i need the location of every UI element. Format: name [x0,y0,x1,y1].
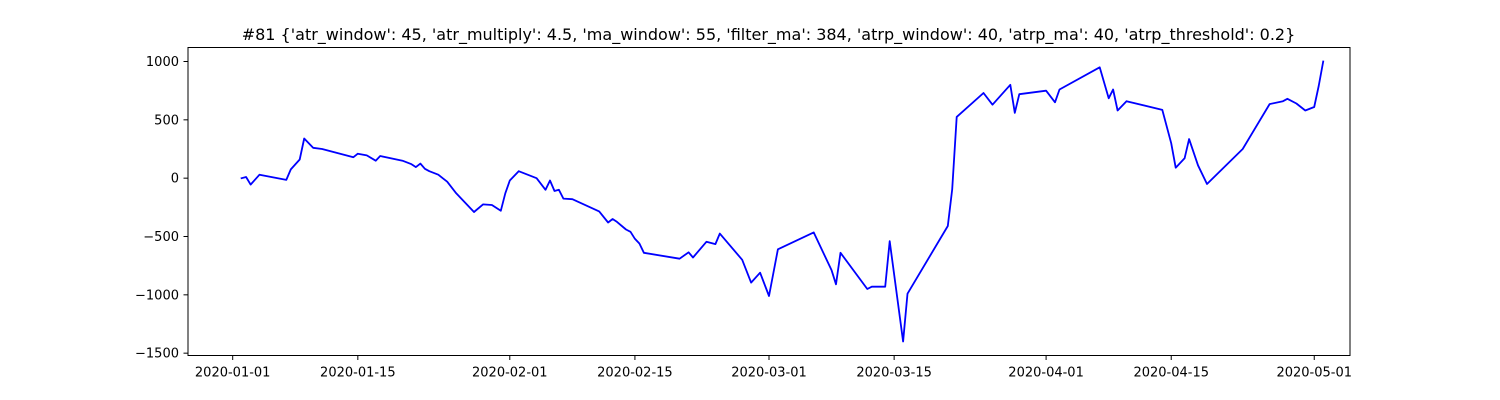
y-tick-label: 500 [154,113,179,128]
y-tick-label: −1500 [135,347,179,362]
y-tick-label: −500 [143,230,179,245]
x-tick-label: 2020-01-15 [320,366,396,381]
plot-frame [187,47,1351,356]
y-tick-label: 1000 [146,55,179,70]
x-tick-label: 2020-04-15 [1133,366,1209,381]
series-line [240,60,1325,343]
x-tick-label: 2020-02-15 [597,366,673,381]
y-tick-label: 0 [171,172,179,187]
x-tick-label: 2020-03-15 [856,366,932,381]
x-tick-label: 2020-02-01 [472,366,548,381]
x-tick-label: 2020-04-01 [1008,366,1084,381]
x-tick-label: 2020-03-01 [731,366,807,381]
axis-ticks: 2020-01-01 2020-01-15 2020-02-01 2020-02-15… [135,55,1352,381]
chart-title: #81 {'atr_window': 45, 'atr_multiply': 4… [242,25,1296,45]
series-layer [240,60,1325,343]
x-tick-label: 2020-05-01 [1276,366,1352,381]
y-tick-label: −1000 [135,288,179,303]
x-tick-label: 2020-01-01 [195,366,271,381]
